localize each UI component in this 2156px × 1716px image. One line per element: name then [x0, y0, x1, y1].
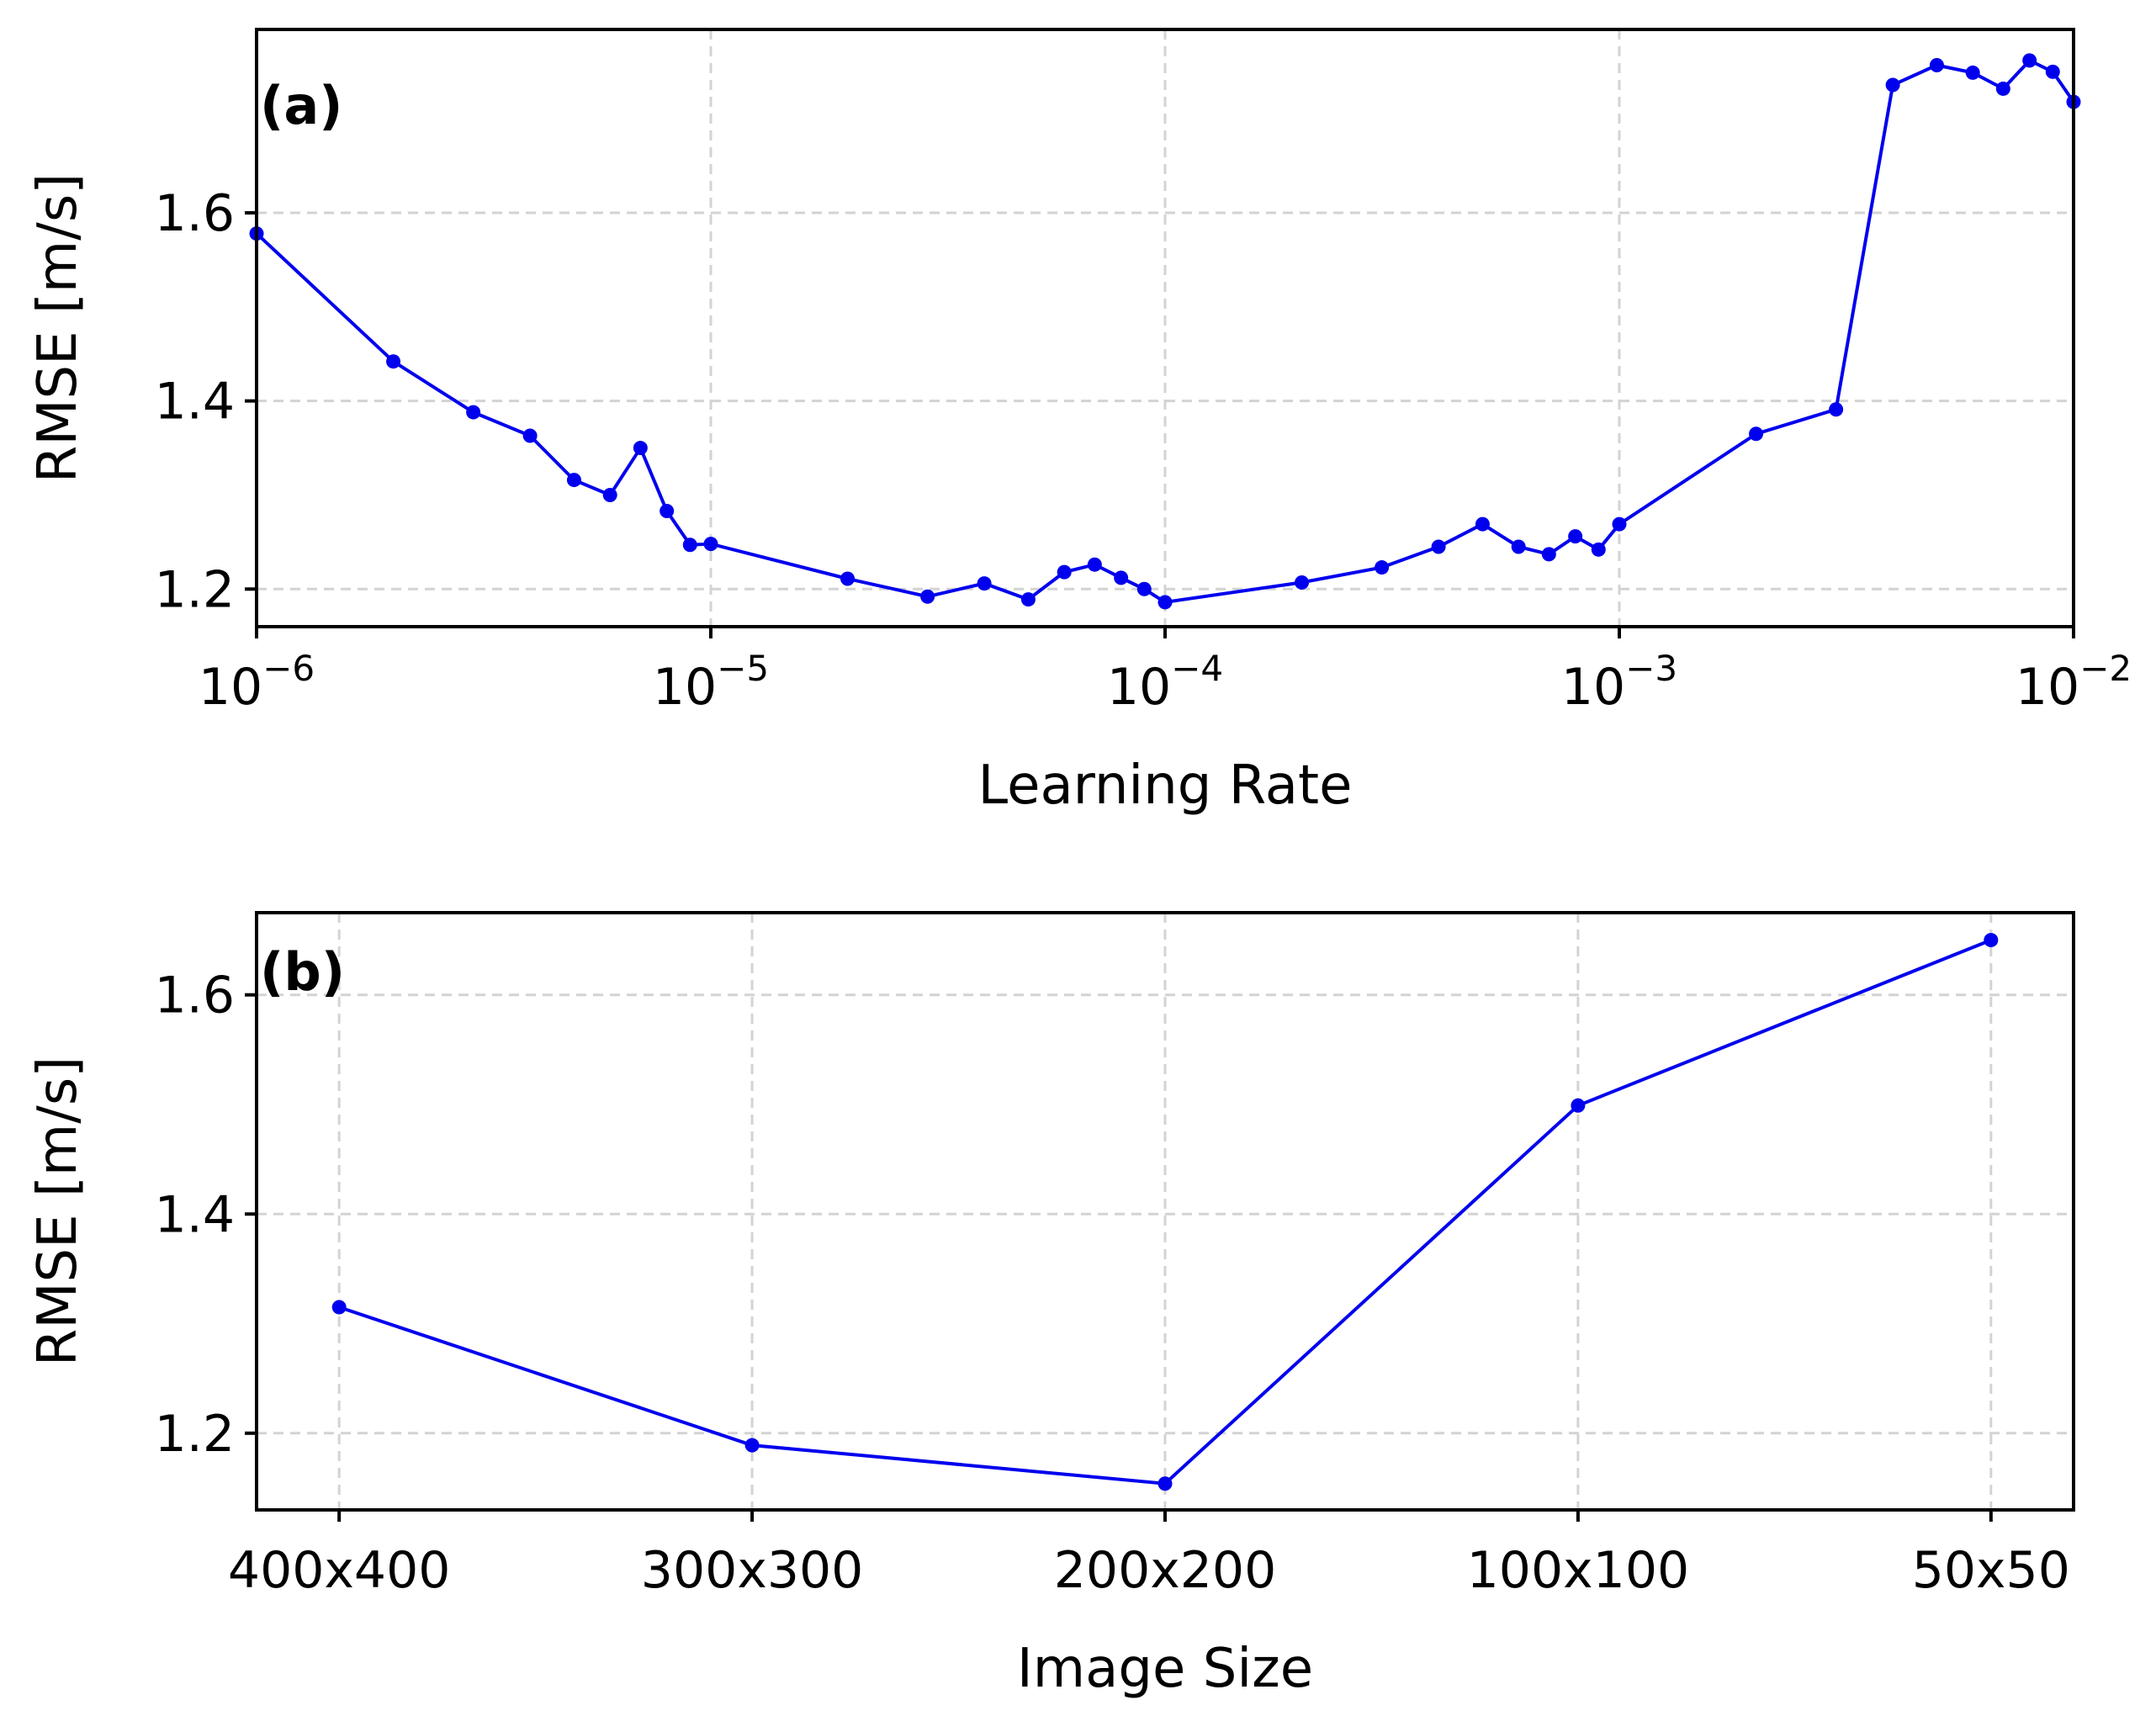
panel-b-grid: [257, 913, 2074, 1510]
panel-b-x-axis-label: Image Size: [1017, 1638, 1313, 1700]
panel-a-data-point: [1295, 575, 1310, 590]
panel-a-data-point: [566, 473, 581, 488]
panel-b-label: (b): [260, 941, 345, 1003]
panel-a-data-point: [1020, 592, 1036, 607]
panel-a-data-point: [660, 503, 675, 518]
panel-a-data-point: [977, 576, 992, 591]
panel-b-x-tick-label: 400x400: [228, 1541, 451, 1600]
panel-a-data-point: [1591, 542, 1606, 557]
panel-a-data-point: [1375, 560, 1390, 575]
panel-a-y-axis-label: RMSE [m/s]: [27, 173, 89, 483]
panel-a-y-tick-label: 1.4: [155, 373, 235, 432]
panel-a-data-point: [2022, 53, 2037, 68]
panel-a-data-point: [1541, 547, 1556, 562]
panel-a-x-axis-label: Learning Rate: [978, 755, 1353, 817]
panel-b-x-tick-label: 200x200: [1054, 1541, 1277, 1600]
panel-a-x-tick-label: 10−6: [199, 648, 315, 717]
panel-a-data-point: [1995, 81, 2010, 96]
panel-a-x-tick-label: 10−4: [1107, 648, 1223, 717]
panel-a-data-point: [1431, 539, 1446, 554]
panel-a-data-point: [840, 571, 856, 586]
panel-a-y-ticks: 1.2 1.4 1.6: [155, 184, 257, 619]
panel-a-x-tick-label: 10−2: [2016, 648, 2132, 717]
panel-a-data-point: [386, 354, 401, 369]
panel-b-x-tick-label: 100x100: [1467, 1541, 1690, 1600]
panel-a-data-point: [1511, 539, 1526, 554]
panel-a-data-point: [1965, 65, 1980, 80]
panel-a-data-point: [2045, 64, 2060, 79]
panel-a-label: (a): [260, 75, 343, 136]
panel-b-y-tick-label: 1.2: [155, 1405, 235, 1464]
panel-b-x-tick-label: 300x300: [641, 1541, 864, 1600]
panel-a-data-point: [1885, 77, 1900, 93]
panel-b-y-tick-label: 1.4: [155, 1185, 235, 1244]
panel-a-learning-rate-chart: 10−6 10−5 10−4 10−3 10−2 1.2 1.4 1.6 (a) Learn…: [27, 28, 2132, 817]
panel-a-data-point: [1475, 516, 1490, 532]
panel-b-data-point: [744, 1438, 760, 1453]
panel-a-data-point: [1157, 595, 1173, 610]
panel-a-grid: [255, 29, 2075, 627]
panel-b-image-size-chart: 400x400 300x300 200x200 100x100 50x50 1.2 1.4…: [27, 911, 2075, 1700]
panel-a-data-point: [920, 589, 935, 604]
panel-a-y-tick-label: 1.6: [155, 184, 235, 243]
panel-b-series: [331, 933, 1999, 1491]
panel-a-data-point: [1568, 529, 1583, 544]
panel-b-data-point: [1571, 1098, 1586, 1113]
panel-b-x-ticks: 400x400 300x300 200x200 100x100 50x50: [228, 1510, 2070, 1600]
panel-a-data-point: [1829, 402, 1844, 417]
panel-b-y-ticks: 1.2 1.4 1.6: [155, 967, 257, 1464]
panel-a-data-point: [1087, 557, 1102, 572]
panel-a-series: [249, 53, 2081, 610]
panel-b-data-point: [1984, 933, 1999, 948]
panel-a-data-point: [466, 405, 481, 420]
panel-a-x-tick-label: 10−5: [653, 648, 769, 717]
panel-b-y-tick-label: 1.6: [155, 967, 235, 1025]
panel-b-y-axis-label: RMSE [m/s]: [27, 1057, 89, 1366]
panel-a-x-tick-label: 10−3: [1561, 648, 1677, 717]
panel-a-data-point: [1114, 570, 1129, 585]
panel-a-x-ticks: 10−6 10−5 10−4 10−3 10−2: [199, 627, 2132, 717]
panel-a-data-point: [522, 428, 538, 443]
panel-a-data-point: [703, 537, 718, 552]
panel-a-data-point: [1057, 564, 1072, 580]
panel-a-data-point: [682, 538, 697, 553]
panel-a-data-point: [1136, 581, 1152, 596]
panel-a-data-point: [602, 487, 617, 502]
panel-a-data-point: [633, 441, 648, 456]
panel-b-data-point: [331, 1300, 347, 1315]
panel-b-x-tick-label: 50x50: [1912, 1541, 2070, 1600]
panel-a-data-point: [1929, 57, 1944, 72]
panel-b-data-point: [1157, 1476, 1173, 1491]
panel-a-y-tick-label: 1.2: [155, 560, 235, 619]
panel-a-data-point: [1749, 426, 1764, 442]
panel-a-data-point: [1612, 516, 1627, 532]
